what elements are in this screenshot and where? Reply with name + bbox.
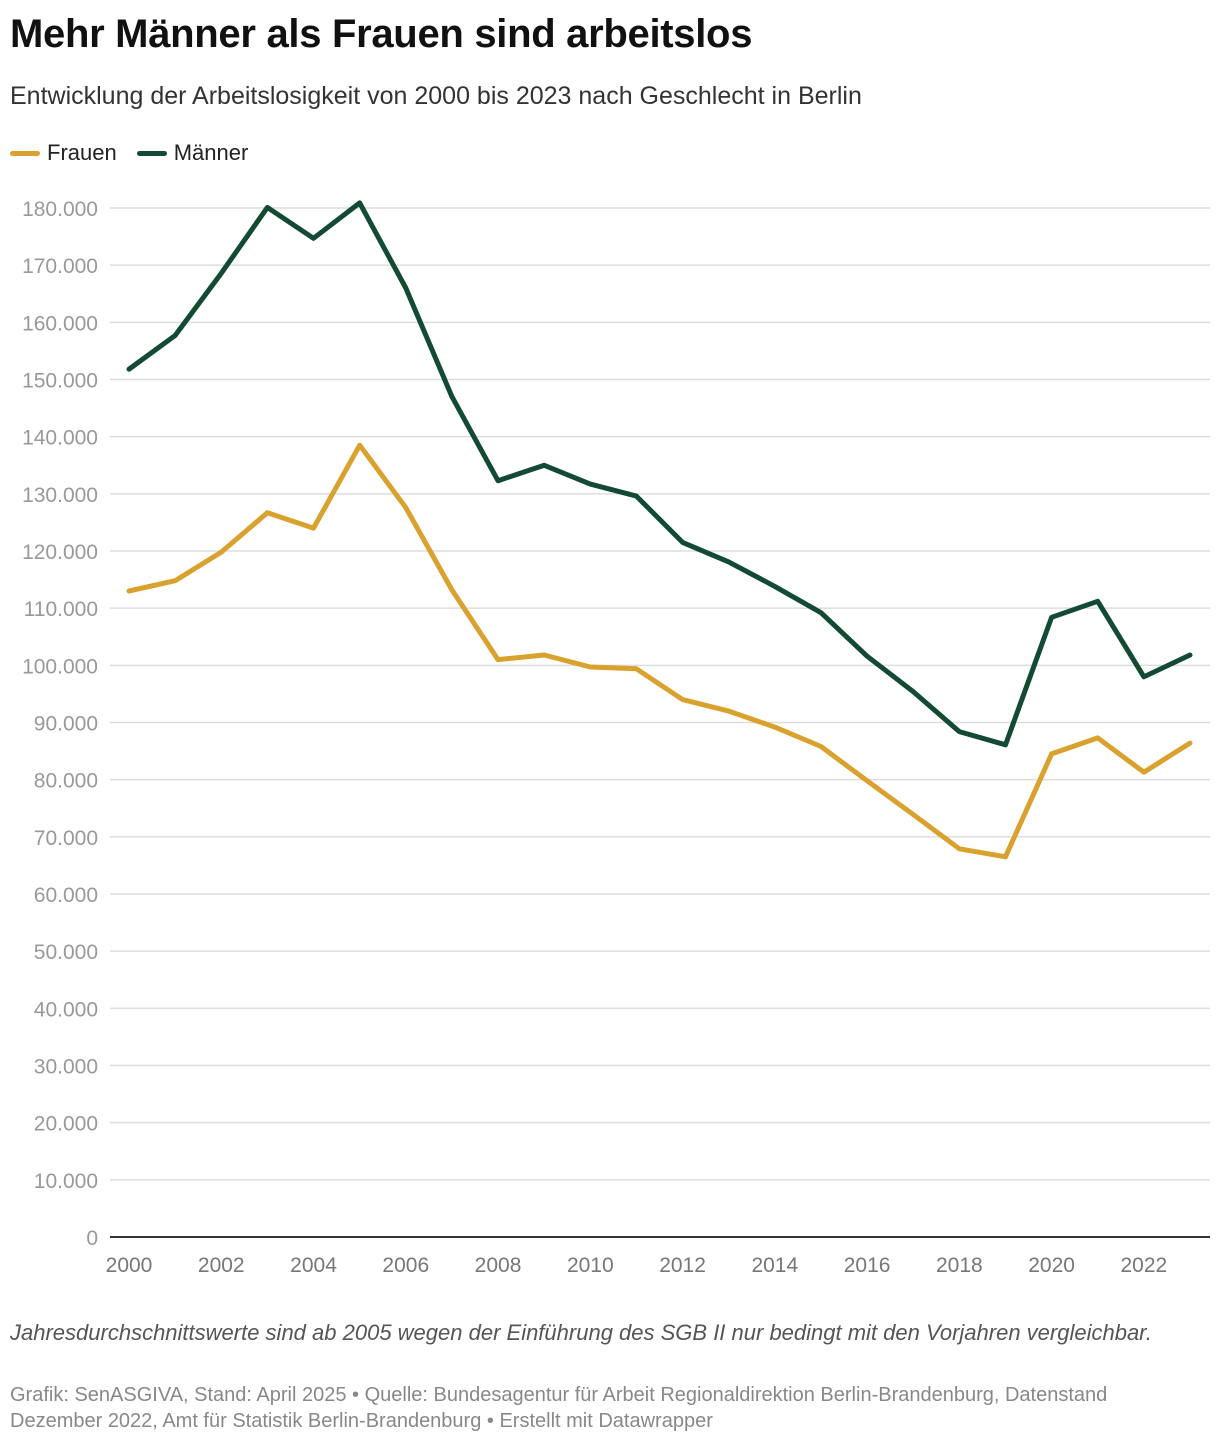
y-axis-labels: 0 10.000 20.000 30.000 40.000 50.000 60.000 70.… [22,198,98,1250]
y-tick-label: 150.000 [22,370,98,393]
y-tick-label: 40.000 [34,998,98,1021]
y-tick-label: 160.000 [22,312,98,335]
x-tick-label: 2010 [567,1254,614,1277]
x-tick-label: 2000 [106,1254,153,1277]
x-tick-label: 2006 [382,1254,429,1277]
y-tick-label: 20.000 [34,1113,98,1136]
y-tick-label: 70.000 [34,827,98,850]
y-tick-label: 0 [86,1227,98,1250]
legend-swatch-frauen [10,150,40,156]
x-tick-label: 2018 [936,1254,983,1277]
x-tick-label: 2004 [290,1254,337,1277]
legend-item-frauen: Frauen [10,140,117,166]
y-tick-label: 130.000 [22,484,98,507]
chart-title: Mehr Männer als Frauen sind arbeitslos [10,12,753,56]
chart-note: Jahresdurchschnittswerte sind ab 2005 we… [10,1320,1152,1345]
series-line-maenner [126,200,1193,748]
legend-swatch-maenner [136,150,167,156]
y-tick-label: 120.000 [22,541,98,564]
x-tick-label: 2012 [659,1254,706,1277]
x-tick-label: 2022 [1121,1254,1168,1277]
grid-layer [110,207,1210,1238]
y-tick-label: 10.000 [34,1170,98,1193]
legend-item-maenner: Männer [136,140,249,166]
x-tick-label: 2020 [1028,1254,1075,1277]
y-tick-label: 140.000 [22,427,98,450]
y-tick-label: 80.000 [34,770,98,793]
y-tick-label: 90.000 [34,713,98,736]
y-tick-label: 100.000 [22,655,98,678]
x-tick-label: 2002 [198,1254,245,1277]
y-tick-label: 30.000 [34,1056,98,1079]
x-tick-label: 2008 [475,1254,522,1277]
chart-subtitle: Entwicklung der Arbeitslosigkeit von 200… [10,82,862,110]
legend-label-maenner: Männer [173,140,249,165]
series-line-frauen [126,442,1193,860]
x-axis-labels: 2000 2002 2004 2006 2008 2010 2012 2014 2016 2018… [106,1254,1168,1277]
x-tick-label: 2014 [751,1254,798,1277]
chart-source: Grafik: SenASGIVA, Stand: April 2025 • Q… [10,1384,1108,1432]
y-tick-label: 110.000 [24,598,98,621]
y-tick-label: 170.000 [22,255,98,278]
legend-label-frauen: Frauen [47,140,117,165]
y-tick-label: 50.000 [34,941,98,964]
x-tick-label: 2016 [844,1254,891,1277]
line-chart: 0 10.000 20.000 30.000 40.000 50.000 60.000 70.… [22,198,1210,1277]
legend: Frauen Männer [10,140,268,166]
y-tick-label: 180.000 [22,198,98,221]
y-tick-label: 60.000 [34,884,98,907]
series-layer [126,200,1193,860]
